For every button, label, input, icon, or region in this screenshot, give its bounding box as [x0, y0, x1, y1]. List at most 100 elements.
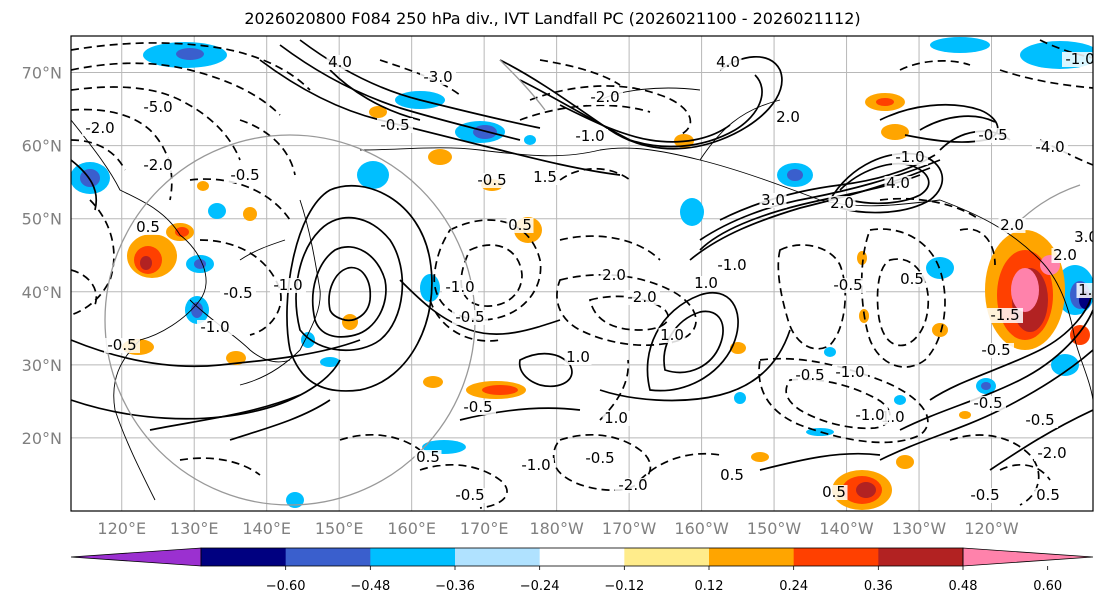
- contours-negative: [71, 39, 1093, 509]
- contour-label: 1.0: [694, 274, 718, 292]
- contour-label: -1.0: [445, 278, 474, 296]
- contour-label: -4.0: [1035, 138, 1064, 156]
- colorbar-tick-label: −0.60: [266, 579, 306, 594]
- contour-label-bg: [892, 150, 928, 165]
- contour-label-bg: [600, 268, 628, 283]
- contour-label-bg: [1051, 248, 1079, 263]
- contour-label-bg: [987, 308, 1023, 323]
- contour-label: -0.5: [455, 308, 484, 326]
- colorbar-tick-label: 0.24: [779, 579, 808, 594]
- contour-label: -0.5: [455, 486, 484, 504]
- contour-label-bg: [442, 280, 478, 295]
- contour-label-bg: [774, 110, 802, 125]
- colorbar-segment: [793, 548, 879, 566]
- contour-label-bg: [718, 468, 746, 483]
- colorbar-tick-label: −0.24: [520, 579, 560, 594]
- map-content: 4.0 4.0 -1.0-2.0-5.0-2.0-0.5-2.0-1.0-0.5-3…: [71, 36, 1094, 511]
- contour-label-bg: [452, 488, 488, 503]
- contour-label: 0.5: [136, 218, 160, 236]
- contour-label-bg: [220, 286, 256, 301]
- colorbar-extend-high: [962, 547, 1094, 567]
- contour-label-bg: [975, 128, 1011, 143]
- contour-label-bg: [830, 278, 866, 293]
- contour-label: 2.0: [830, 194, 854, 212]
- contour-label-bg: [998, 218, 1026, 233]
- contour-label-bg: [582, 451, 618, 466]
- colorbar-tick-label: 0.36: [864, 579, 893, 594]
- contour-label: -1.0: [1065, 50, 1094, 68]
- contour-label-bg: [884, 176, 912, 191]
- contour-label-bg: [531, 170, 559, 185]
- contour-label: -0.5: [1025, 411, 1054, 429]
- contour-label: -1.0: [273, 276, 302, 294]
- contour-label: 1.0: [566, 348, 590, 366]
- contour-label: -0.5: [477, 171, 506, 189]
- contour-label: -0.5: [380, 116, 409, 134]
- contour-label-bg: [572, 129, 608, 144]
- contour-label-bg: [564, 350, 592, 365]
- contour-label-bg: [414, 450, 442, 465]
- longitude-label: 180°W: [529, 519, 584, 538]
- contour-label-bg: [227, 168, 263, 183]
- contour-label: -0.5: [970, 486, 999, 504]
- contour-label: 0.5: [416, 448, 440, 466]
- contour-label-bg: [377, 118, 413, 133]
- contour-label: -0.5: [107, 336, 136, 354]
- longitude-label: 160°E: [387, 519, 436, 538]
- colorbar-segment: [455, 548, 541, 566]
- contour-label: 2.0: [776, 108, 800, 126]
- contour-labels: 4.0 4.0 -1.0-2.0-5.0-2.0-0.5-2.0-1.0-0.5-3…: [82, 50, 1094, 504]
- contour-label-bg: [452, 310, 488, 325]
- colorbar-segment: [201, 548, 287, 566]
- colorbar-extend-low: [70, 547, 202, 567]
- contour-label-bg: [615, 478, 651, 493]
- gridlines: [71, 36, 1093, 511]
- colorbar-tick-label: −0.48: [350, 579, 390, 594]
- range-ring-arc: [499, 59, 546, 111]
- contour-label: -2.0: [143, 156, 172, 174]
- colorbar-segment: [709, 548, 795, 566]
- contour-label: -1.0: [895, 148, 924, 166]
- contour-label: 2.0: [602, 266, 626, 284]
- contour-label-bg: [658, 328, 686, 343]
- contour-label-bg: [1032, 140, 1068, 155]
- contour-label: -1.0: [855, 406, 884, 424]
- contour-label: 4.0: [328, 53, 352, 71]
- colorbar-tick-label: −0.36: [435, 579, 475, 594]
- contour-label-bg: [134, 220, 162, 235]
- contour-label: -1.5: [990, 306, 1019, 324]
- longitude-label: 170°W: [602, 519, 657, 538]
- latitude-label: 40°N: [22, 283, 62, 302]
- contour-label-bg: [474, 173, 510, 188]
- contour-label-bg: [759, 193, 787, 208]
- contour-label: -1.0: [717, 256, 746, 274]
- longitude-label: 120°E: [97, 519, 146, 538]
- contour-label: 1.0: [660, 326, 684, 344]
- latitude-label: 30°N: [22, 356, 62, 375]
- contour-label-bg: [832, 365, 868, 380]
- contour-label: -0.5: [585, 449, 614, 467]
- contour-label: -0.5: [795, 366, 824, 384]
- longitude-label: 140°E: [242, 519, 291, 538]
- contour-label-bg: [1022, 413, 1058, 428]
- longitude-label: 120°W: [964, 519, 1019, 538]
- longitude-label: 130°W: [892, 519, 947, 538]
- contour-label-bg: [967, 488, 1003, 503]
- contour-label-bg: [506, 218, 534, 233]
- colorbar-segment: [878, 548, 964, 566]
- longitude-label: 130°E: [170, 519, 219, 538]
- contour-label: -3.0: [423, 68, 452, 86]
- contour-label: -0.5: [463, 398, 492, 416]
- contour-label: 0.5: [900, 270, 924, 288]
- contour-label: -2.0: [618, 476, 647, 494]
- contour-label: -0.5: [833, 276, 862, 294]
- colorbar-tick-label: 0.12: [695, 579, 724, 594]
- colorbar-segment: [285, 548, 371, 566]
- contour-label: -0.5: [230, 166, 259, 184]
- contour-label: -1.0: [521, 456, 550, 474]
- contour-label-bg: [898, 272, 926, 287]
- latitude-label: 70°N: [22, 64, 62, 83]
- contour-label-bg: [1062, 52, 1093, 67]
- contour-label-bg: [692, 276, 720, 291]
- contour-label-bg: [714, 258, 750, 273]
